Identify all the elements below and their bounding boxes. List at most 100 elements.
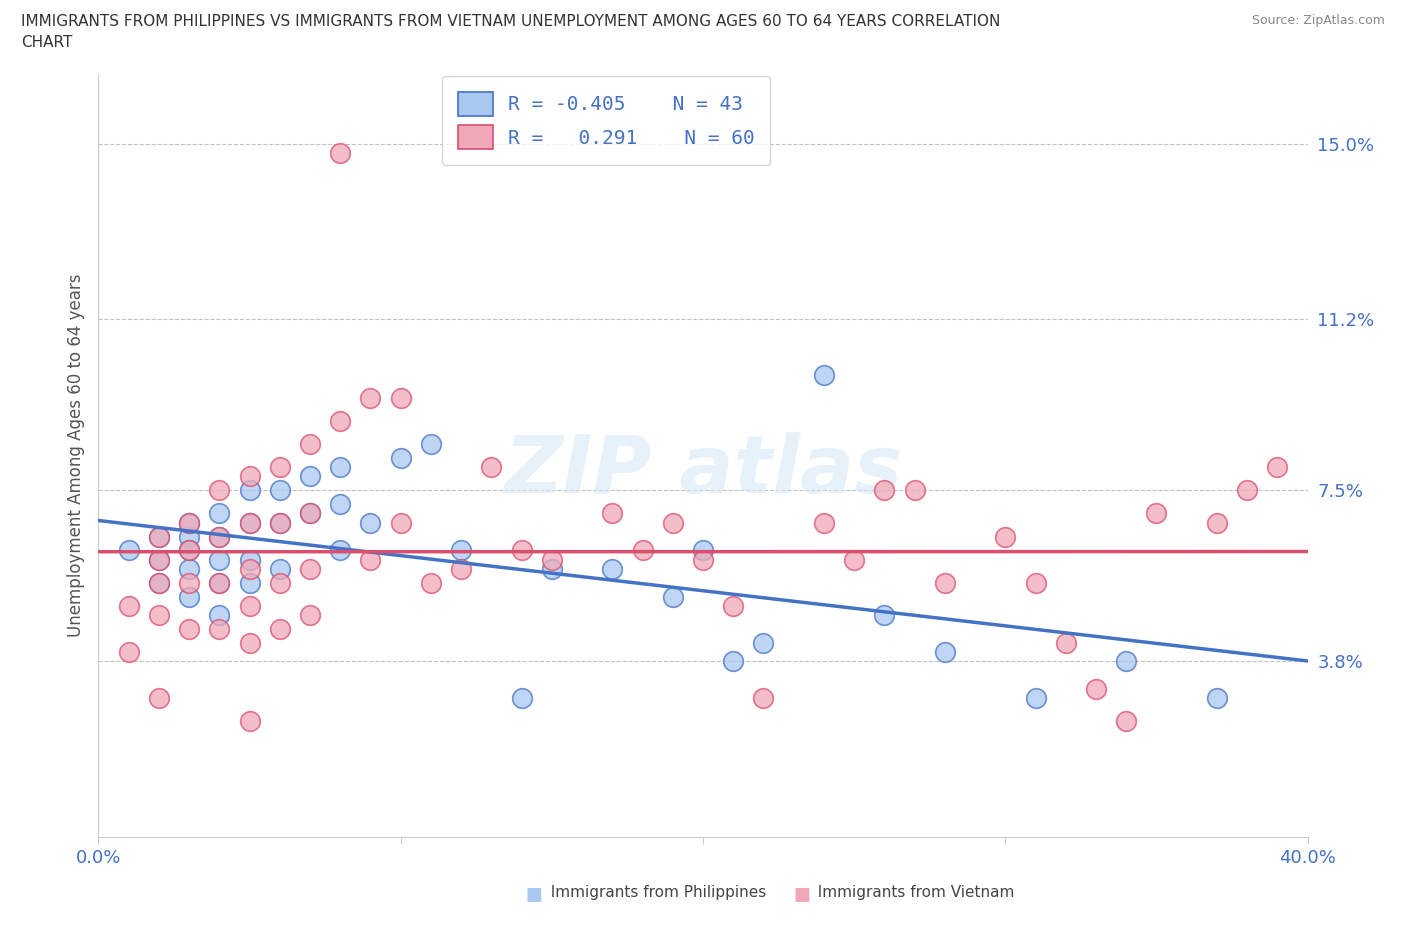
- Point: [239, 562, 262, 577]
- Point: [1206, 691, 1229, 706]
- Point: [873, 607, 896, 622]
- Point: [360, 515, 382, 530]
- Point: [602, 506, 624, 521]
- Point: [179, 576, 201, 591]
- Y-axis label: Unemployment Among Ages 60 to 64 years: Unemployment Among Ages 60 to 64 years: [66, 274, 84, 637]
- Point: [179, 590, 201, 604]
- Point: [239, 469, 262, 484]
- Point: [299, 562, 322, 577]
- Point: [208, 621, 231, 636]
- Point: [661, 515, 683, 530]
- Point: [269, 459, 291, 474]
- Point: [723, 654, 745, 669]
- Point: [118, 543, 141, 558]
- Point: [752, 691, 775, 706]
- Point: [450, 543, 472, 558]
- Point: [269, 576, 291, 591]
- Point: [1085, 682, 1108, 697]
- Text: Immigrants from Vietnam: Immigrants from Vietnam: [808, 885, 1015, 900]
- Point: [934, 576, 956, 591]
- Point: [239, 635, 262, 650]
- Point: [179, 529, 201, 544]
- Point: [450, 562, 472, 577]
- Point: [420, 576, 443, 591]
- Point: [208, 576, 231, 591]
- Point: [148, 529, 170, 544]
- Point: [540, 562, 562, 577]
- Point: [904, 483, 927, 498]
- Point: [239, 599, 262, 614]
- Point: [208, 483, 231, 498]
- Point: [934, 644, 956, 659]
- Point: [723, 599, 745, 614]
- Point: [1144, 506, 1167, 521]
- Point: [208, 576, 231, 591]
- Point: [329, 145, 352, 160]
- Point: [208, 506, 231, 521]
- Point: [148, 529, 170, 544]
- Point: [239, 515, 262, 530]
- Point: [299, 607, 322, 622]
- Text: ▪: ▪: [524, 879, 544, 907]
- Point: [269, 621, 291, 636]
- Point: [1024, 576, 1046, 591]
- Point: [299, 506, 322, 521]
- Point: [389, 450, 412, 465]
- Text: IMMIGRANTS FROM PHILIPPINES VS IMMIGRANTS FROM VIETNAM UNEMPLOYMENT AMONG AGES 6: IMMIGRANTS FROM PHILIPPINES VS IMMIGRANT…: [21, 14, 1001, 29]
- Point: [692, 552, 714, 567]
- Point: [329, 459, 352, 474]
- Point: [602, 562, 624, 577]
- Text: ▪: ▪: [792, 879, 811, 907]
- Text: ZIP atlas: ZIP atlas: [503, 432, 903, 510]
- Point: [179, 543, 201, 558]
- Point: [389, 515, 412, 530]
- Point: [148, 576, 170, 591]
- Point: [994, 529, 1017, 544]
- Point: [813, 367, 835, 382]
- Point: [269, 515, 291, 530]
- Point: [118, 644, 141, 659]
- Point: [752, 635, 775, 650]
- Point: [844, 552, 866, 567]
- Point: [239, 483, 262, 498]
- Point: [692, 543, 714, 558]
- Point: [299, 469, 322, 484]
- Text: Source: ZipAtlas.com: Source: ZipAtlas.com: [1251, 14, 1385, 27]
- Point: [148, 552, 170, 567]
- Point: [329, 497, 352, 512]
- Point: [631, 543, 654, 558]
- Point: [540, 552, 562, 567]
- Point: [360, 391, 382, 405]
- Point: [148, 552, 170, 567]
- Point: [148, 691, 170, 706]
- Point: [299, 506, 322, 521]
- Point: [148, 576, 170, 591]
- Point: [269, 562, 291, 577]
- Text: Immigrants from Philippines: Immigrants from Philippines: [541, 885, 766, 900]
- Point: [420, 437, 443, 452]
- Point: [1054, 635, 1077, 650]
- Point: [239, 714, 262, 729]
- Point: [873, 483, 896, 498]
- Point: [269, 483, 291, 498]
- Point: [510, 543, 533, 558]
- Point: [661, 590, 683, 604]
- Point: [179, 621, 201, 636]
- Point: [329, 543, 352, 558]
- Point: [179, 562, 201, 577]
- Point: [118, 599, 141, 614]
- Point: [239, 576, 262, 591]
- Point: [148, 607, 170, 622]
- Point: [239, 552, 262, 567]
- Point: [360, 552, 382, 567]
- Point: [329, 414, 352, 429]
- Point: [389, 391, 412, 405]
- Point: [813, 515, 835, 530]
- Point: [208, 529, 231, 544]
- Point: [269, 515, 291, 530]
- Point: [299, 437, 322, 452]
- Point: [1206, 515, 1229, 530]
- Point: [208, 552, 231, 567]
- Point: [239, 515, 262, 530]
- Point: [1267, 459, 1289, 474]
